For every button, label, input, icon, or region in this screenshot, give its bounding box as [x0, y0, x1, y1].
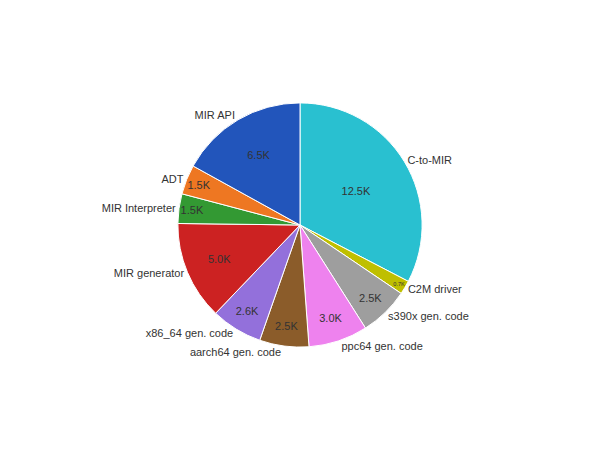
svg-text:2.6K: 2.6K	[236, 305, 259, 317]
svg-text:ppc64 gen. code: ppc64 gen. code	[341, 340, 422, 352]
svg-text:C2M driver: C2M driver	[408, 283, 462, 295]
svg-text:MIR generator: MIR generator	[114, 267, 185, 279]
svg-text:12.5K: 12.5K	[342, 185, 371, 197]
svg-text:1.5K: 1.5K	[187, 179, 210, 191]
svg-text:3.0K: 3.0K	[319, 312, 342, 324]
svg-text:0.7K: 0.7K	[393, 281, 405, 287]
svg-text:s390x gen. code: s390x gen. code	[388, 310, 469, 322]
svg-text:aarch64 gen. code: aarch64 gen. code	[190, 346, 281, 358]
svg-text:6.5K: 6.5K	[247, 149, 270, 161]
svg-text:5.0K: 5.0K	[208, 253, 231, 265]
svg-text:x86_64 gen. code: x86_64 gen. code	[146, 327, 233, 339]
svg-text:1.5K: 1.5K	[181, 204, 204, 216]
svg-text:MIR Interpreter: MIR Interpreter	[102, 202, 176, 214]
svg-text:2.5K: 2.5K	[359, 292, 382, 304]
svg-text:ADT: ADT	[161, 173, 183, 185]
svg-text:C-to-MIR: C-to-MIR	[407, 154, 452, 166]
svg-text:MIR API: MIR API	[195, 109, 235, 121]
svg-text:2.5K: 2.5K	[275, 320, 298, 332]
